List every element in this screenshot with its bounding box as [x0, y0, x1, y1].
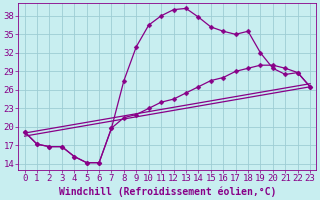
X-axis label: Windchill (Refroidissement éolien,°C): Windchill (Refroidissement éolien,°C): [59, 186, 276, 197]
